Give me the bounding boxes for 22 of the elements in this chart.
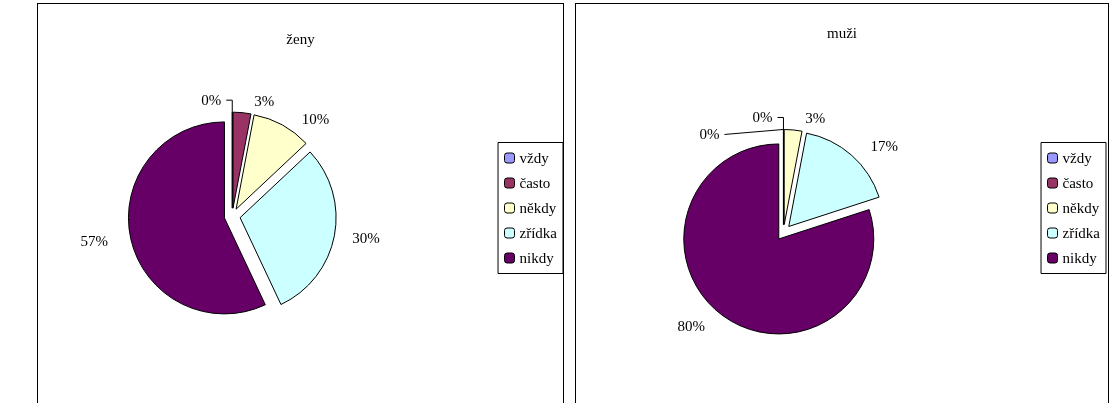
legend-label: nikdy: [1062, 250, 1098, 266]
chart-title: muži: [827, 24, 857, 41]
legend-label: vždy: [1062, 150, 1093, 166]
legend-label: zřídka: [519, 225, 558, 241]
legend-label: nikdy: [519, 250, 555, 266]
data-label: 10%: [301, 110, 330, 127]
text: 0%: [201, 92, 222, 109]
legend-label: často: [519, 175, 551, 191]
legend-label: někdy: [519, 200, 557, 216]
legend-label: vždy: [519, 150, 550, 166]
data-label: 17%: [870, 138, 899, 155]
text: 0%: [752, 109, 773, 126]
chart-title: ženy: [286, 30, 316, 47]
data-label: 30%: [352, 229, 380, 246]
data-label: 57%: [80, 233, 109, 250]
data-label: 3%: [254, 92, 275, 109]
legend-label: někdy: [1062, 200, 1100, 216]
legend-label: často: [1062, 175, 1094, 191]
text: 0%: [699, 126, 720, 143]
legend-label: zřídka: [1062, 225, 1101, 241]
data-label: 3%: [805, 109, 826, 126]
data-label: 80%: [677, 317, 705, 334]
